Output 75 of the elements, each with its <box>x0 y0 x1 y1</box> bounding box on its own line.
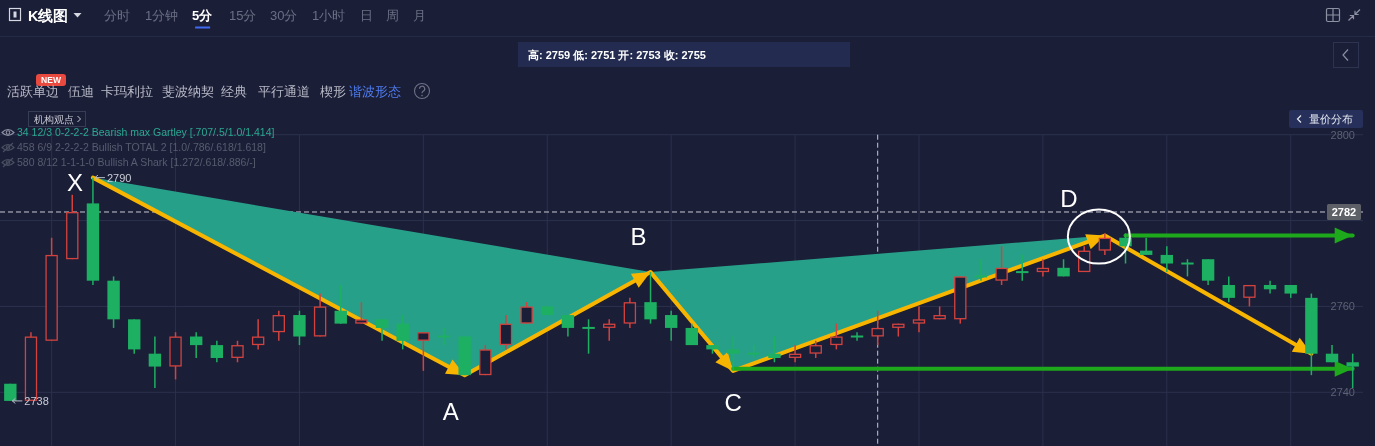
text: 卡玛利拉 <box>101 85 153 99</box>
text: 1分钟 <box>145 8 179 23</box>
candlestick <box>768 335 781 364</box>
text: 30分 <box>270 8 298 23</box>
candlestick <box>1263 279 1277 295</box>
candlestick <box>272 310 285 342</box>
y-tick-label: 2800 <box>1330 128 1355 141</box>
candlestick <box>912 305 926 333</box>
data-label: X <box>66 168 83 196</box>
data-label: C <box>724 388 742 416</box>
text: 伍迪 <box>68 85 94 99</box>
candlestick <box>355 301 368 325</box>
data-label: D <box>1060 184 1078 212</box>
candlestick <box>974 258 988 282</box>
text: 1小时 <box>312 8 346 23</box>
text: 斐波纳契 <box>162 85 214 99</box>
y-tick-label: 2760 <box>1330 300 1355 313</box>
text: 日 <box>360 8 373 23</box>
text: 谐波形态 <box>349 85 401 99</box>
data-label: B <box>630 222 647 250</box>
candlestick <box>437 327 451 346</box>
candlestick <box>582 318 595 355</box>
candlestick <box>871 310 884 346</box>
text: 分时 <box>104 8 130 23</box>
chart-title: K线图 <box>28 8 69 24</box>
annotation: 2790 <box>106 171 132 184</box>
candlestick <box>231 340 244 364</box>
text: 高: 2759 低: 2751 开: 2753 收: 2755 <box>528 49 706 61</box>
y-tick-label: 2740 <box>1330 386 1355 399</box>
candlestick <box>1222 275 1235 303</box>
candlestick <box>148 335 162 389</box>
text: 平行通道 <box>258 85 310 99</box>
text: 周 <box>386 8 399 23</box>
text: 15分 <box>229 8 257 23</box>
candlestick <box>396 314 409 351</box>
ref-line-label: 2782 <box>1331 205 1357 218</box>
text: NEW <box>41 75 62 86</box>
text: 量价分布 <box>1309 113 1353 125</box>
candlestick <box>189 331 203 359</box>
text: 机构观点 <box>34 113 74 125</box>
candlestick <box>293 310 306 346</box>
candlestick <box>623 297 637 329</box>
candlestick <box>561 314 575 338</box>
text: 5分 <box>192 8 214 23</box>
candlestick <box>334 284 347 325</box>
annotation: 34 12/3 0-2-2-2 Bearish max Gartley [.707/.5/1.0/1.414] <box>17 126 275 138</box>
candlestick <box>1160 245 1174 273</box>
candlestick <box>995 245 1008 286</box>
candlestick <box>375 318 389 342</box>
text: 楔形 <box>320 85 346 99</box>
candlestick <box>210 340 224 364</box>
candlestick <box>417 331 430 372</box>
line-series <box>90 174 1314 378</box>
candlestick <box>788 344 802 364</box>
annotation: 580 8/12 1-1-1-0 Bullish A Shark [1.272/.618/.886/-] <box>17 156 256 168</box>
data-label: A <box>442 397 459 425</box>
text: 活跃单边 <box>7 85 59 99</box>
candlestick <box>520 301 533 325</box>
candlestick <box>1098 232 1112 256</box>
candlestick <box>726 335 740 372</box>
candlestick <box>499 314 513 351</box>
candlestick <box>850 331 864 342</box>
annotation: 458 6/9 2-2-2-2 Bullish TOTAL 2 [1.0/.786/.618/1.618] <box>17 141 266 153</box>
candlestick <box>644 271 657 325</box>
candlestick <box>603 318 616 342</box>
candlestick <box>1201 258 1215 286</box>
candlestick <box>1016 254 1029 282</box>
text: 经典 <box>221 85 247 99</box>
text: 月 <box>413 8 426 23</box>
candlestick <box>747 344 760 359</box>
candlestick <box>664 310 678 342</box>
candlestick <box>1036 258 1050 278</box>
candlestick <box>830 322 843 351</box>
candlestick <box>251 318 265 351</box>
annotation: 2738 <box>24 394 49 407</box>
